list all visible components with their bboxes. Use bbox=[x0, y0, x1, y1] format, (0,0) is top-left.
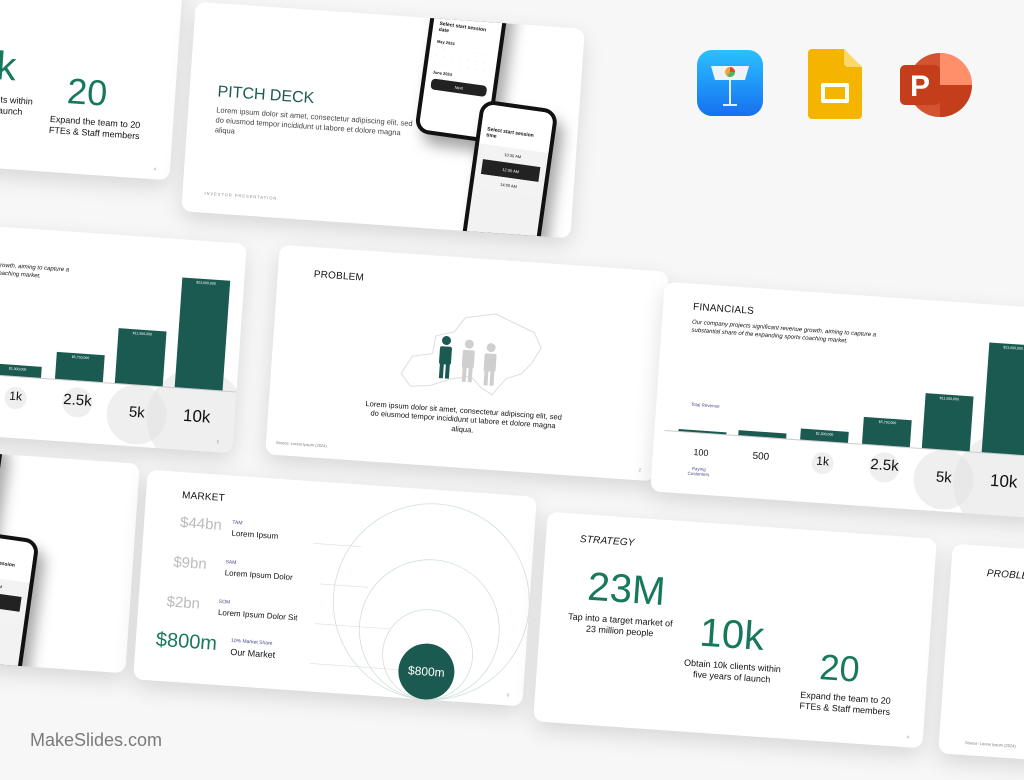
person-icon bbox=[482, 343, 497, 386]
page-number: 4 bbox=[154, 166, 157, 171]
slide-text: Our company projects significant revenue… bbox=[0, 255, 75, 284]
bar-value-label: $23,000,000 bbox=[989, 344, 1024, 351]
stat-value: 20 bbox=[66, 73, 108, 112]
page-number: 4 bbox=[907, 734, 910, 739]
source-note: Source: Lorem Ipsum (2024) bbox=[276, 440, 327, 449]
slide-strategy-partial[interactable]: 10k Obtain 10k clients within five years… bbox=[0, 0, 184, 180]
slide-text: Lorem ipsum dolor sit amet, consectetur … bbox=[215, 105, 417, 148]
customer-count-label: 1k bbox=[9, 389, 23, 404]
stat-text: Tap into a target market of 23 million p… bbox=[564, 611, 675, 641]
slide-problem-partial[interactable]: PROBLEM Source: Lorem Ipsum (2024) bbox=[938, 544, 1024, 780]
slide-title: PITCH DECK bbox=[217, 83, 315, 108]
revenue-bar: $5,750,000 bbox=[862, 416, 912, 447]
our-market-value: $800m bbox=[155, 629, 218, 656]
customer-count-label: 5k bbox=[935, 469, 952, 487]
slide-pitch-deck[interactable]: PITCH DECK Lorem ipsum dolor sit amet, c… bbox=[181, 2, 585, 239]
bar-value-label: $2,300,000 bbox=[800, 430, 848, 437]
svg-text:P: P bbox=[910, 70, 930, 103]
phone-mockup-time: Select start session time 10:30 AM 12:00… bbox=[0, 529, 40, 673]
revenue-bar: $23,000,000 bbox=[175, 277, 231, 390]
slide-financials[interactable]: $2,300,000 $5,750,000 $11,500,000 $23,000,0… bbox=[650, 282, 1024, 519]
sam-value: $9bn bbox=[173, 554, 207, 573]
person-icon bbox=[438, 336, 453, 379]
revenue-bar: $11,500,000 bbox=[115, 328, 167, 386]
slide-problem[interactable]: PROBLEM Lorem ipsum dolor sit amet, cons… bbox=[265, 245, 669, 482]
google-slides-icon bbox=[808, 49, 862, 115]
customer-count-label: 500 bbox=[752, 451, 769, 463]
customer-count-label: 2.5k bbox=[870, 456, 899, 475]
slide-financials-partial[interactable]: $2,300,000 $5,750,000 $11,500,000 $23,000,0… bbox=[0, 217, 247, 454]
som-value: $2bn bbox=[166, 593, 200, 612]
stat-value: 20 bbox=[818, 649, 860, 688]
keynote-icon bbox=[697, 50, 763, 116]
revenue-bar: $5,750,000 bbox=[55, 351, 105, 382]
bar-value-label: $2,300,000 bbox=[0, 365, 42, 372]
brand-footer[interactable]: MakeSlides.com bbox=[30, 730, 162, 751]
customer-count-label: 100 bbox=[693, 447, 709, 458]
bar-value-label: $5,750,000 bbox=[56, 353, 104, 360]
stat-value: 10k bbox=[0, 43, 18, 87]
slide-footer: INVESTOR PRESENTATION bbox=[204, 191, 277, 201]
sam-tag: SAM bbox=[225, 559, 236, 566]
customer-count-label: 10k bbox=[989, 471, 1018, 493]
page-number: 2 bbox=[639, 467, 642, 472]
slide-app-mockup[interactable]: Select start session date May 2024 ·····… bbox=[0, 437, 140, 674]
customer-count-label: 2.5k bbox=[63, 391, 92, 410]
tam-value: $44bn bbox=[180, 514, 223, 534]
stat-value: 23M bbox=[586, 567, 666, 612]
person-icon bbox=[461, 339, 476, 382]
stat-value: 10k bbox=[698, 613, 765, 657]
slide-text: Lorem ipsum dolor sit amet, consectetur … bbox=[362, 399, 563, 441]
page-number: 3 bbox=[507, 692, 510, 697]
slide-title: PROBLEM bbox=[313, 269, 364, 283]
bar-value-label: $5,750,000 bbox=[863, 418, 911, 425]
market-circles bbox=[133, 470, 537, 707]
slide-title: STRATEGY bbox=[580, 534, 635, 549]
bar-value-label: $11,500,000 bbox=[925, 395, 973, 402]
tam-tag: TAM bbox=[232, 520, 243, 527]
slide-market[interactable]: MARKET $800m $44bn TAM Lorem Ipsum $9bn … bbox=[133, 470, 537, 707]
slide-title: PROBLEM bbox=[986, 568, 1024, 582]
bar-value-label: $11,500,000 bbox=[118, 330, 166, 337]
powerpoint-icon: P bbox=[898, 52, 974, 118]
customers-axis-label: Paying Customers bbox=[681, 465, 716, 477]
slide-text: Our company projects significant revenue… bbox=[691, 320, 882, 349]
customer-count-label: 1k bbox=[816, 454, 830, 469]
source-note: Source: Lorem Ipsum (2024) bbox=[965, 740, 1016, 749]
bar-value-label: $23,000,000 bbox=[182, 279, 230, 286]
som-tag: SOM bbox=[219, 599, 231, 606]
stat-text: Obtain 10k clients within five years of … bbox=[0, 89, 40, 119]
slide-title: FINANCIALS bbox=[693, 302, 755, 317]
revenue-bar: $11,500,000 bbox=[922, 393, 974, 451]
revenue-axis-label: Total Revenue bbox=[690, 402, 720, 409]
phone-heading: Select start session time bbox=[0, 534, 35, 583]
map-outline-icon bbox=[380, 292, 557, 404]
stat-text: Expand the team to 20 FTEs & Staff membe… bbox=[44, 114, 145, 143]
revenue-bar: $23,000,000 bbox=[982, 342, 1024, 455]
customer-count-label: 5k bbox=[128, 404, 145, 422]
customer-count-label: 10k bbox=[182, 406, 211, 428]
slide-strategy[interactable]: STRATEGY 23M Tap into a target market of… bbox=[533, 512, 937, 749]
page-number: 5 bbox=[217, 439, 220, 444]
stat-text: Obtain 10k clients within five years of … bbox=[676, 657, 787, 687]
stat-text: Expand the team to 20 FTEs & Staff membe… bbox=[789, 689, 900, 719]
